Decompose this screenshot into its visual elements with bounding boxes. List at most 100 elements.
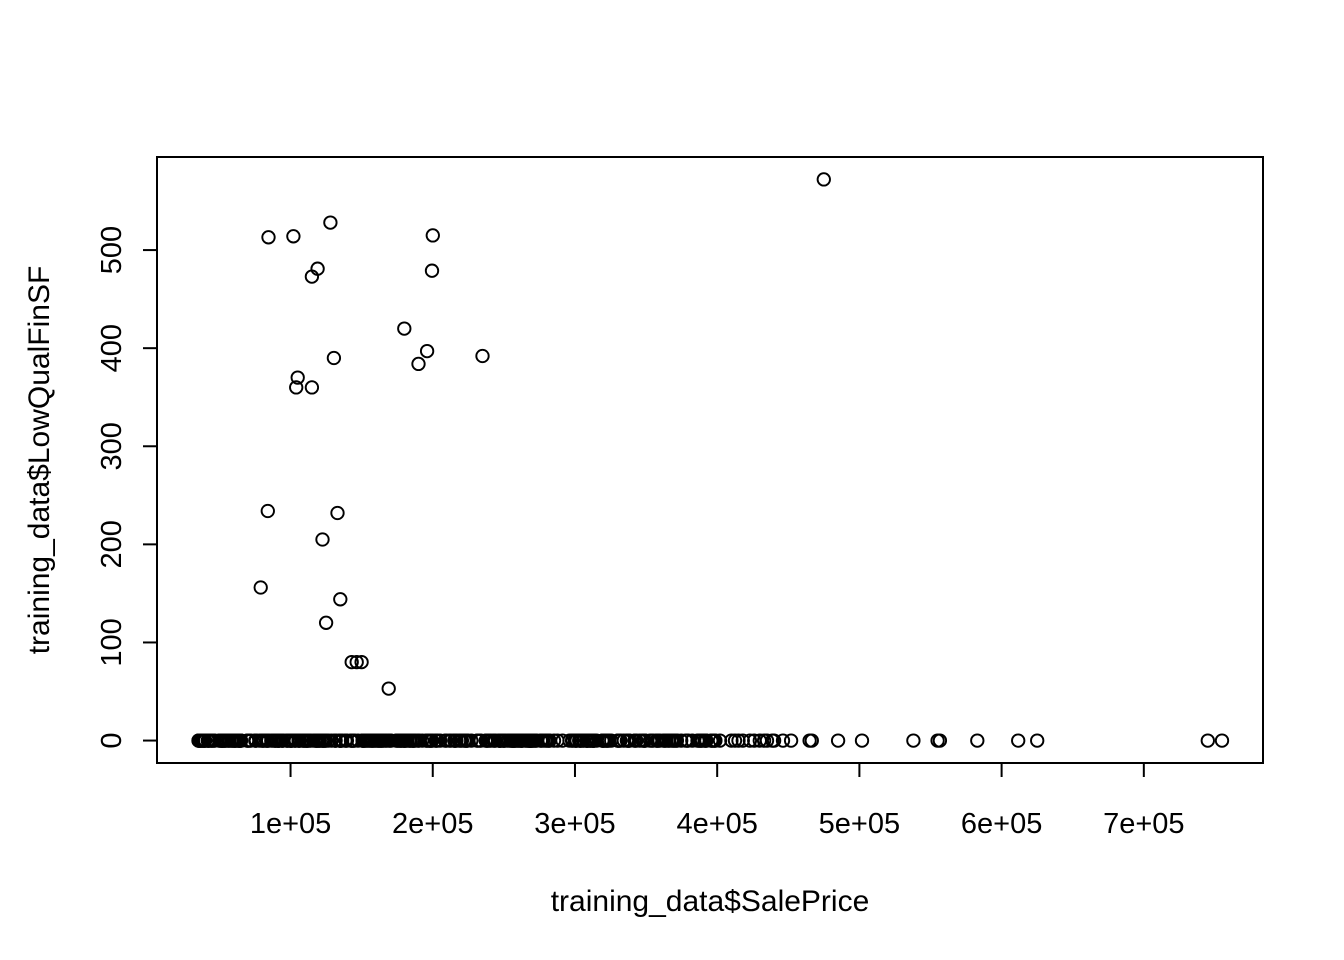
data-point: [783, 733, 799, 748]
data-point: [712, 733, 728, 748]
data-point: [742, 733, 758, 748]
data-point: [475, 348, 490, 364]
y-tick-label: 400: [96, 324, 128, 372]
data-point: [315, 532, 330, 547]
data-point: [478, 733, 493, 748]
data-point: [424, 263, 440, 278]
data-point: [428, 733, 443, 748]
data-point: [361, 733, 377, 748]
data-point: [759, 733, 775, 748]
data-point: [344, 654, 359, 670]
data-point: [421, 733, 436, 748]
data-point: [443, 733, 459, 748]
data-point: [381, 681, 396, 696]
data-point: [830, 733, 846, 748]
x-tick-label: 5e+05: [819, 808, 900, 840]
data-point: [304, 380, 320, 395]
data-point: [735, 733, 750, 748]
data-point: [562, 733, 577, 748]
x-tick-label: 4e+05: [676, 808, 757, 840]
y-tick-label: 0: [96, 732, 128, 748]
data-point: [724, 733, 739, 748]
data-point: [731, 733, 746, 748]
data-point: [197, 733, 213, 748]
data-point: [334, 733, 350, 748]
data-point: [526, 733, 541, 748]
data-point: [271, 733, 286, 748]
y-tick-label: 300: [96, 422, 128, 470]
data-point: [1030, 733, 1045, 748]
data-point: [399, 733, 414, 748]
data-point: [286, 229, 301, 244]
data-point: [312, 733, 327, 748]
data-point: [906, 733, 921, 748]
data-point: [425, 228, 440, 243]
data-point: [1011, 733, 1026, 748]
data-point: [632, 733, 647, 748]
data-point: [804, 733, 819, 748]
data-point: [595, 733, 611, 748]
x-tick-label: 6e+05: [961, 808, 1042, 840]
data-point: [403, 733, 418, 748]
data-point: [306, 733, 321, 748]
data-point: [932, 733, 948, 748]
data-point: [304, 269, 320, 284]
y-tick-label: 100: [96, 618, 128, 666]
data-point: [500, 733, 515, 748]
x-axis: 1e+05 2e+05 3e+05 4e+05 5e+05 6e+05 7e+05: [250, 762, 1185, 840]
data-point: [323, 215, 338, 230]
data-point: [326, 350, 342, 366]
data-point: [233, 733, 248, 748]
data-point: [816, 172, 831, 187]
y-axis-label: training_data$LowQualFinSF: [23, 266, 56, 655]
x-tick-label: 3e+05: [534, 808, 615, 840]
data-point: [394, 733, 410, 748]
data-point: [253, 580, 268, 595]
data-point: [291, 733, 307, 748]
x-tick-label: 1e+05: [250, 808, 331, 840]
y-axis: 0 100 200 300 400 500: [96, 226, 158, 749]
data-point: [207, 733, 222, 748]
y-tick-label: 500: [96, 226, 128, 274]
data-point: [397, 321, 412, 336]
data-point: [389, 733, 405, 748]
data-point: [216, 733, 232, 748]
data-point: [521, 733, 536, 748]
data-point: [854, 733, 870, 748]
data-point: [604, 733, 619, 748]
data-point: [424, 733, 440, 748]
data-point: [260, 503, 275, 519]
data-point: [611, 733, 626, 748]
data-point: [514, 733, 530, 748]
data-point: [510, 733, 526, 748]
data-point: [567, 733, 583, 748]
x-tick-label: 2e+05: [392, 808, 473, 840]
data-point: [775, 733, 791, 748]
data-point: [1214, 733, 1230, 748]
data-point: [492, 733, 507, 748]
data-point: [289, 380, 304, 395]
x-axis-label: training_data$SalePrice: [551, 885, 870, 918]
data-point: [411, 356, 426, 372]
data-point: [318, 615, 334, 630]
data-point: [255, 733, 270, 748]
data-point: [621, 733, 637, 748]
data-points: [191, 172, 1230, 748]
data-point: [419, 343, 435, 359]
data-point: [659, 733, 674, 748]
data-point: [330, 505, 345, 521]
data-point: [766, 733, 782, 748]
y-tick-label: 200: [96, 520, 128, 568]
data-point: [586, 733, 601, 748]
data-point: [287, 733, 303, 748]
data-point: [970, 733, 985, 748]
data-point: [464, 733, 479, 748]
plot-frame: [156, 156, 1264, 764]
data-point: [349, 654, 364, 670]
data-point: [261, 230, 276, 245]
data-point: [354, 654, 369, 670]
data-point: [685, 733, 700, 748]
data-point: [705, 733, 720, 748]
data-point: [669, 733, 684, 748]
